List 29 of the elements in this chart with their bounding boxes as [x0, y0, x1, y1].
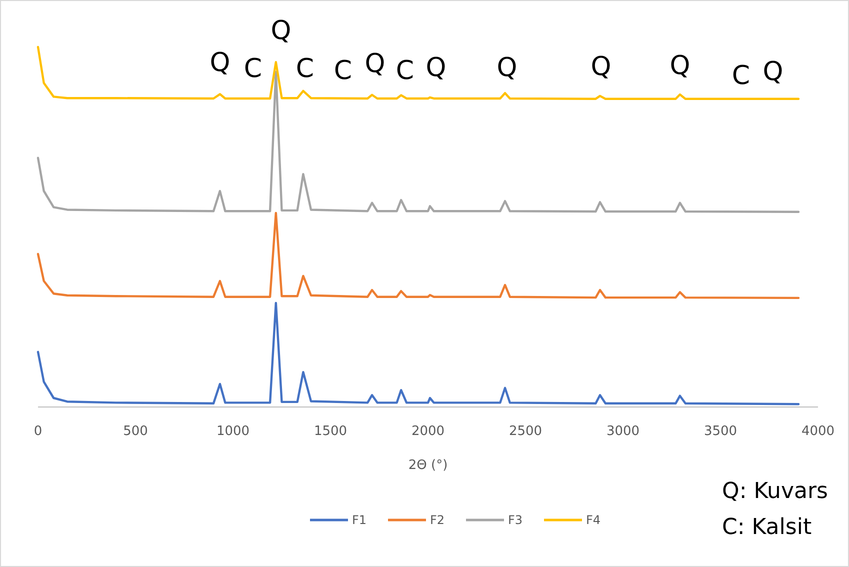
legend-label: F3 — [508, 513, 523, 527]
legend-label: F2 — [430, 513, 445, 527]
x-tick-label: 4000 — [801, 424, 835, 439]
x-tick-label: 0 — [34, 424, 42, 439]
annotation: Q — [762, 57, 784, 88]
x-tick-label: 1500 — [314, 424, 348, 439]
legend-label: F4 — [586, 513, 601, 527]
x-tick-label: 2000 — [411, 424, 445, 439]
annotation: C — [732, 61, 750, 92]
annotation: Q — [210, 48, 230, 78]
annotation: Q — [590, 52, 612, 82]
annotation: C — [244, 54, 262, 84]
x-tick-label: 3000 — [606, 424, 640, 439]
text: Q — [270, 16, 292, 46]
x-axis-title: 2Θ (°) — [408, 458, 448, 473]
annotation: C — [396, 56, 414, 86]
x-tick-label: 1000 — [216, 424, 250, 439]
text: Q: Kuvars — [722, 479, 828, 504]
x-tick-label: 2500 — [508, 424, 542, 439]
annotation: Q — [670, 51, 690, 82]
x-tick-label: 3500 — [704, 424, 738, 439]
annotation: C — [296, 54, 314, 84]
legend-label: F1 — [352, 513, 367, 527]
annotation: Q — [364, 49, 386, 80]
x-tick-label: 500 — [123, 424, 148, 439]
annotation: Q — [496, 53, 518, 84]
annotation: Q — [426, 53, 446, 84]
text: C: Kalsit — [722, 515, 812, 540]
annotation: C — [334, 56, 352, 86]
